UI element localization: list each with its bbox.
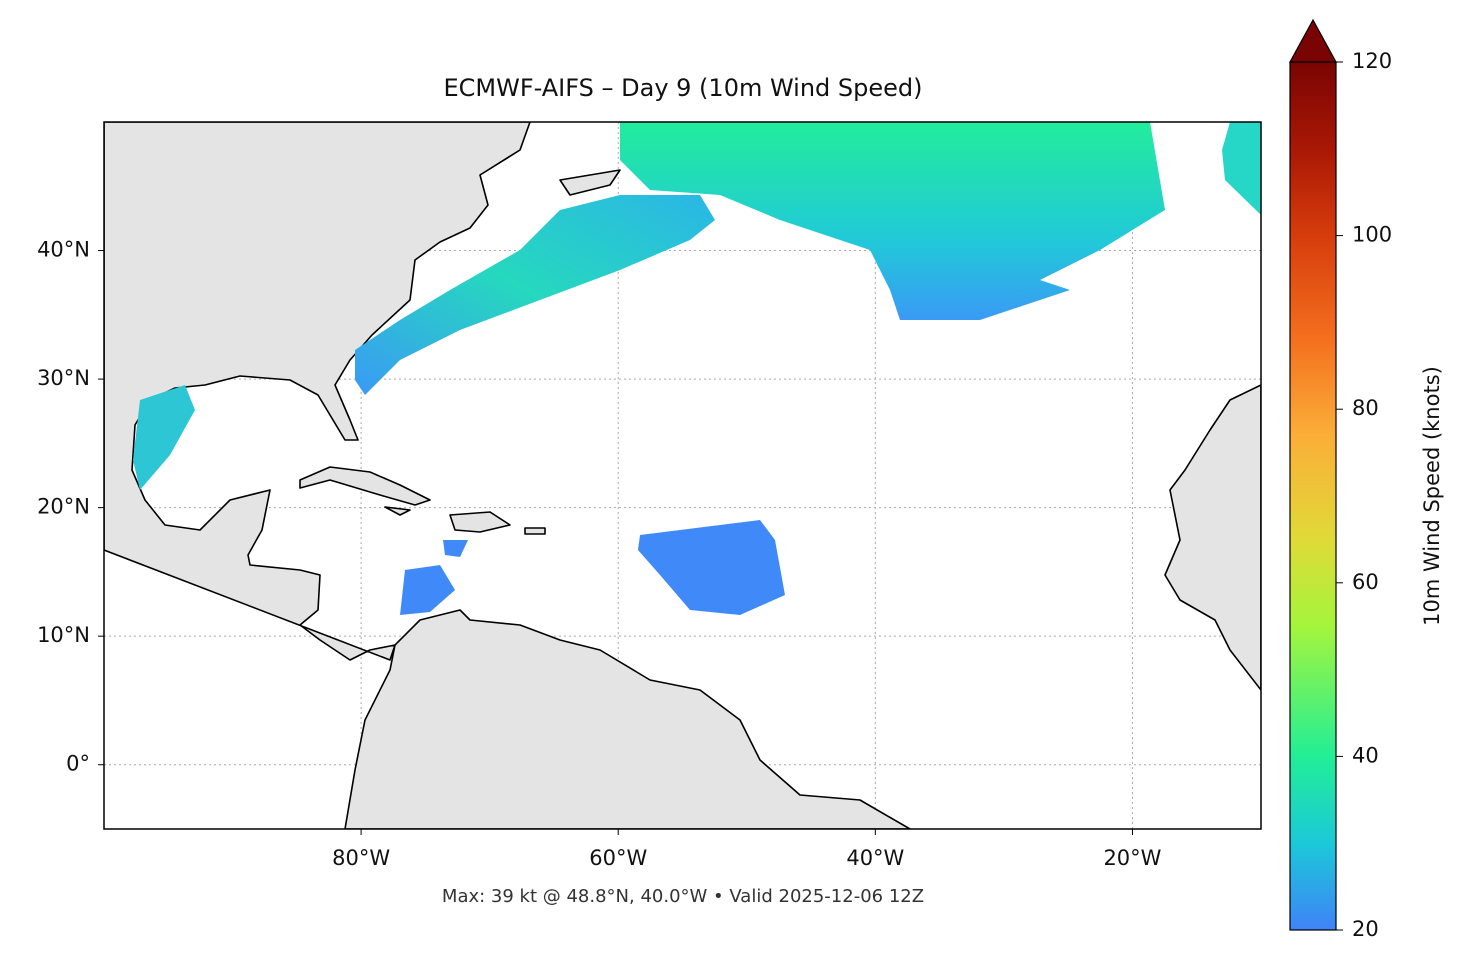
y-tick-label: 30°N — [37, 366, 90, 390]
x-tick-label: 80°W — [332, 846, 390, 870]
x-tick-label: 20°W — [1103, 846, 1161, 870]
wind-tropical-atlantic — [638, 520, 785, 615]
colorbar-tick-label: 120 — [1352, 49, 1392, 73]
wind-hispaniola — [443, 540, 468, 557]
colorbar-tick-label: 60 — [1352, 570, 1379, 594]
y-tick-label: 40°N — [37, 238, 90, 262]
wind-east-atlantic — [1222, 122, 1261, 215]
colorbar-tick-label: 40 — [1352, 743, 1379, 767]
africa — [1164, 384, 1261, 691]
colorbar-label: 10m Wind Speed (knots) — [1420, 366, 1444, 626]
jamaica — [384, 506, 411, 516]
colorbar-gradient — [1289, 61, 1337, 931]
wind-north-atlantic — [620, 122, 1165, 320]
south-america — [344, 609, 911, 829]
wind-caribbean — [400, 565, 455, 615]
colorbar-tick-label: 100 — [1352, 223, 1392, 247]
x-tick-label: 60°W — [589, 846, 647, 870]
x-tick-label: 40°W — [846, 846, 904, 870]
map-frame — [103, 121, 1262, 830]
nova-scotia — [559, 169, 621, 196]
y-tick-label: 20°N — [37, 495, 90, 519]
puerto-rico — [524, 527, 546, 535]
title: ECMWF-AIFS – Day 9 (10m Wind Speed) — [443, 74, 922, 102]
wind-gulf-stream — [355, 195, 715, 395]
hispaniola — [449, 511, 511, 533]
colorbar: 10m Wind Speed (knots) 20 40 60 80 100 120 — [1288, 18, 1444, 941]
map — [104, 122, 1261, 829]
y-tick-label: 0° — [66, 752, 90, 776]
cuba — [299, 466, 431, 506]
colorbar-tick-label: 80 — [1352, 396, 1379, 420]
y-tick-label: 10°N — [37, 623, 90, 647]
wind-gulf — [133, 385, 195, 490]
colorbar-tick-label: 20 — [1352, 917, 1379, 941]
colorbar-extend — [1288, 18, 1338, 63]
footnote: Max: 39 kt @ 48.8°N, 40.0°W • Valid 2025… — [442, 886, 924, 907]
